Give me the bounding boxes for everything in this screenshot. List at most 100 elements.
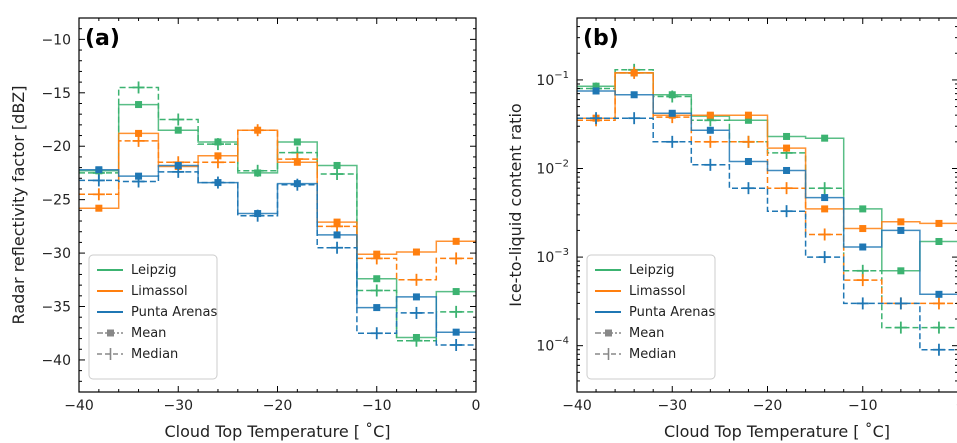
mean-marker bbox=[859, 225, 867, 233]
median-marker bbox=[92, 174, 105, 187]
step-line-median bbox=[79, 129, 476, 281]
panel-label: (a) bbox=[85, 26, 120, 51]
series-limassol bbox=[79, 124, 476, 286]
mean-marker bbox=[897, 218, 905, 226]
mean-marker bbox=[135, 101, 143, 109]
legend-marker bbox=[605, 329, 612, 337]
step-line-median bbox=[577, 72, 957, 305]
series-punta-arenas bbox=[577, 87, 957, 356]
mean-marker bbox=[373, 304, 381, 312]
legend-label: Limassol bbox=[629, 284, 686, 299]
legend-entry-leipzig: Leipzig bbox=[97, 263, 177, 278]
y-axis-label: Radar reflectivity factor [dBZ] bbox=[9, 86, 28, 325]
median-marker bbox=[251, 209, 264, 222]
legend: Leipzig Limassol Punta Arenas Mean Median bbox=[586, 254, 716, 380]
mean-marker bbox=[452, 328, 460, 336]
x-tick-label: −40 bbox=[562, 398, 592, 414]
legend-label: Leipzig bbox=[131, 263, 177, 278]
step-line-median bbox=[79, 171, 476, 346]
y-tick-label: −35 bbox=[41, 300, 71, 316]
y-tick-label: 10−2 bbox=[536, 159, 569, 178]
legend-entry-mean: Mean bbox=[97, 326, 166, 341]
y-tick-label: 10−4 bbox=[536, 336, 569, 355]
x-tick-label: −40 bbox=[64, 398, 94, 414]
y-tick-label: −40 bbox=[41, 353, 71, 369]
y-tick-label: 10−3 bbox=[536, 247, 569, 266]
median-marker bbox=[742, 135, 755, 148]
y-axis-label: Ice-to-liquid content ratio bbox=[506, 103, 525, 306]
legend-entry-median: Median bbox=[595, 347, 676, 362]
legend: Leipzig Limassol Punta Arenas Mean Median bbox=[88, 254, 218, 380]
median-marker bbox=[211, 138, 224, 151]
median-marker bbox=[704, 158, 717, 171]
mean-marker bbox=[412, 248, 420, 256]
legend-entry-limassol: Limassol bbox=[97, 284, 188, 299]
legend-entry-punta-arenas: Punta Arenas bbox=[595, 305, 715, 320]
step-line-mean bbox=[577, 90, 957, 296]
median-marker bbox=[450, 338, 463, 351]
x-tick-label: −30 bbox=[163, 398, 193, 414]
x-tick-label: −10 bbox=[362, 398, 392, 414]
median-marker bbox=[331, 168, 344, 181]
mean-marker bbox=[821, 205, 829, 213]
median-marker bbox=[172, 165, 185, 178]
legend-entry-median: Median bbox=[97, 347, 178, 362]
mean-marker bbox=[592, 87, 600, 95]
mean-marker bbox=[706, 126, 714, 134]
y-tick-label: −10 bbox=[41, 32, 71, 48]
mean-marker bbox=[174, 161, 182, 169]
median-marker bbox=[780, 182, 793, 195]
mean-marker bbox=[95, 166, 103, 174]
y-tick-label: −20 bbox=[41, 139, 71, 155]
mean-marker bbox=[935, 219, 943, 227]
legend-label: Punta Arenas bbox=[131, 305, 217, 320]
mean-marker bbox=[935, 290, 943, 298]
median-marker bbox=[628, 66, 641, 79]
legend-label: Punta Arenas bbox=[629, 305, 715, 320]
mean-marker bbox=[783, 132, 791, 140]
legend-label: Median bbox=[629, 347, 676, 362]
mean-marker bbox=[174, 126, 182, 134]
x-tick-label: −20 bbox=[263, 398, 293, 414]
mean-marker bbox=[293, 138, 301, 146]
mean-marker bbox=[706, 111, 714, 119]
legend-label: Median bbox=[131, 347, 178, 362]
median-marker bbox=[410, 334, 423, 347]
median-marker bbox=[894, 321, 907, 334]
median-marker bbox=[780, 205, 793, 218]
mean-marker bbox=[412, 293, 420, 301]
mean-marker bbox=[935, 237, 943, 245]
mean-marker bbox=[744, 157, 752, 165]
mean-marker bbox=[821, 134, 829, 142]
median-marker bbox=[628, 112, 641, 125]
legend-marker bbox=[107, 329, 114, 337]
median-marker bbox=[331, 220, 344, 233]
mean-marker bbox=[668, 109, 676, 117]
y-tick-label: −25 bbox=[41, 193, 71, 209]
median-marker bbox=[818, 228, 831, 241]
mean-marker bbox=[452, 237, 460, 245]
x-tick-label: −10 bbox=[848, 398, 878, 414]
mean-marker bbox=[859, 243, 867, 251]
median-marker bbox=[666, 135, 679, 148]
panel-label: (b) bbox=[583, 26, 619, 51]
x-tick-label: −20 bbox=[753, 398, 783, 414]
median-marker bbox=[450, 252, 463, 265]
median-marker bbox=[172, 113, 185, 126]
median-marker bbox=[370, 252, 383, 265]
mean-marker bbox=[95, 204, 103, 212]
median-marker bbox=[370, 284, 383, 297]
median-marker bbox=[211, 156, 224, 169]
median-marker bbox=[92, 188, 105, 201]
mean-marker bbox=[744, 111, 752, 119]
median-marker bbox=[132, 81, 145, 94]
mean-marker bbox=[744, 116, 752, 124]
step-line-median bbox=[577, 117, 957, 351]
mean-marker bbox=[630, 91, 638, 99]
median-marker bbox=[818, 251, 831, 264]
y-tick-label: −15 bbox=[41, 86, 71, 102]
mean-marker bbox=[333, 161, 341, 169]
legend-label: Limassol bbox=[131, 284, 188, 299]
